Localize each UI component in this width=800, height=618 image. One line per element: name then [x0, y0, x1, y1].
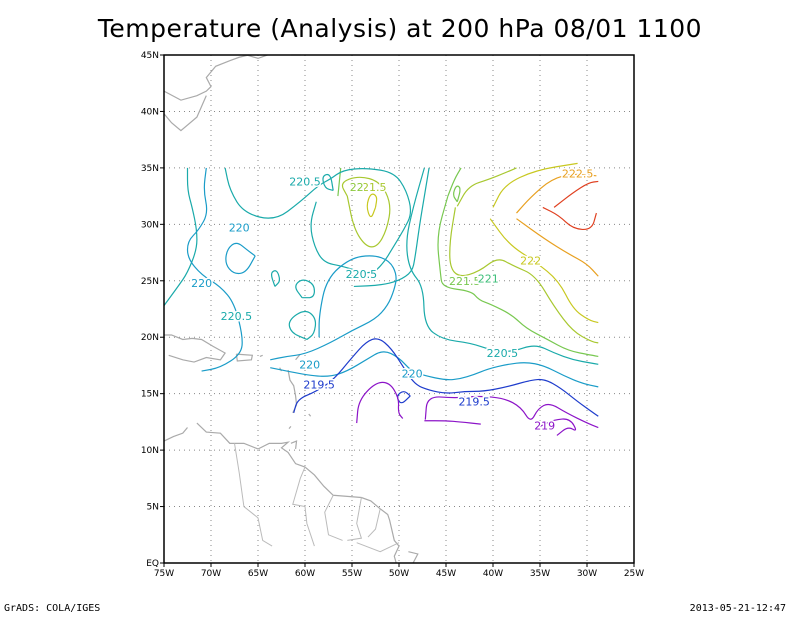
contour-label: 221.5	[355, 181, 387, 194]
contour-line	[186, 167, 243, 372]
x-tick-label: 60W	[295, 569, 315, 579]
country-border	[292, 466, 315, 547]
x-tick-label: 55W	[342, 569, 362, 579]
contour-line	[293, 338, 599, 417]
software-credit: GrADS: COLA/IGES	[4, 603, 101, 614]
contour-label: 220	[402, 367, 423, 380]
contour-label: 219.5	[458, 396, 490, 409]
contour-label: 222.5	[562, 168, 594, 181]
country-border	[234, 443, 273, 547]
y-tick-label: 15N	[141, 390, 159, 400]
x-tick-label: 45W	[436, 569, 456, 579]
contour-line	[449, 207, 599, 344]
contour-line	[492, 162, 578, 208]
contour-line	[539, 418, 577, 436]
contour-line	[322, 173, 334, 192]
contour-line	[542, 206, 597, 231]
x-tick-label: 25W	[624, 569, 644, 579]
contour-line	[270, 255, 397, 361]
contour-line	[225, 242, 256, 275]
coastline	[288, 426, 292, 430]
contour-label: 220	[191, 277, 212, 290]
y-tick-label: 35N	[141, 164, 159, 174]
contour-label: 221	[478, 273, 499, 286]
country-border	[367, 508, 381, 538]
contour-line	[341, 176, 391, 248]
x-tick-label: 70W	[201, 569, 221, 579]
country-border	[356, 542, 400, 553]
coastline	[246, 54, 268, 60]
contour-line	[337, 167, 342, 197]
y-tick-label: 20N	[141, 333, 159, 343]
coastline	[308, 413, 312, 417]
y-tick-label: 10N	[141, 446, 159, 456]
contour-line	[366, 193, 378, 218]
contour-label: 219	[534, 419, 555, 432]
contour-line	[356, 381, 404, 424]
contour-labels: 222.5222221.522221.5221220.5220.5220.522…	[190, 166, 595, 434]
contour-lines	[163, 162, 599, 436]
contour-line	[424, 395, 599, 429]
contour-line	[453, 185, 461, 203]
contour-line	[447, 167, 462, 197]
y-tick-label: 25N	[141, 277, 159, 287]
contour-line	[295, 279, 316, 299]
coastline	[259, 354, 263, 357]
contour-label: 221.5	[449, 275, 481, 288]
contour-line	[516, 218, 599, 277]
x-tick-label: 40W	[483, 569, 503, 579]
country-border	[324, 495, 343, 541]
contour-label: 220	[299, 358, 320, 371]
contour-line	[516, 173, 597, 214]
contour-label: 220.5	[346, 268, 378, 281]
coastline	[290, 440, 298, 450]
contour-line	[437, 195, 599, 358]
y-tick-label: 5N	[147, 503, 159, 513]
contour-line	[553, 180, 599, 208]
contour-line	[288, 310, 317, 341]
y-tick-label: EQ	[146, 559, 159, 569]
x-tick-label: 65W	[248, 569, 268, 579]
contour-label: 22	[350, 181, 364, 194]
contour-line	[163, 167, 198, 306]
land-outlines	[163, 54, 419, 564]
contour-line	[456, 167, 517, 207]
coastline	[163, 427, 188, 442]
coastline	[235, 353, 254, 362]
contour-label: 220.5	[487, 347, 519, 360]
coastline	[163, 95, 207, 132]
contour-label: 220	[229, 222, 250, 235]
x-tick-label: 30W	[577, 569, 597, 579]
x-tick-label: 75W	[154, 569, 174, 579]
timestamp: 2013-05-21-12:47	[689, 603, 786, 614]
contour-label: 222	[520, 254, 541, 267]
contour-line	[397, 391, 411, 404]
contour-label: 219.5	[303, 379, 335, 392]
x-axis-ticks: 75W 70W 65W 60W 55W 50W 45W 40W 35W 30W 25W	[154, 563, 644, 579]
x-tick-label: 35W	[530, 569, 550, 579]
y-tick-label: 45N	[141, 51, 159, 61]
contour-line	[353, 167, 430, 288]
contour-line	[224, 167, 412, 274]
contour-line	[271, 270, 281, 287]
map-title: Temperature (Analysis) at 200 hPa 08/01 …	[97, 14, 703, 43]
y-tick-label: 40N	[141, 107, 159, 117]
coastline	[164, 334, 226, 363]
y-axis-ticks: EQ 5N 10N 15N 20N 25N 30N 35N 40N 45N	[141, 51, 164, 569]
coastline	[408, 551, 419, 564]
y-tick-label: 30N	[141, 220, 159, 230]
contour-label: 220.5	[289, 175, 321, 188]
coastline	[196, 422, 400, 564]
contour-line	[424, 420, 481, 425]
contour-label: 220.5	[221, 310, 253, 323]
country-border	[347, 497, 363, 541]
contour-line	[406, 167, 599, 365]
x-tick-label: 50W	[389, 569, 409, 579]
coastline	[163, 54, 249, 101]
contour-line	[489, 218, 599, 324]
